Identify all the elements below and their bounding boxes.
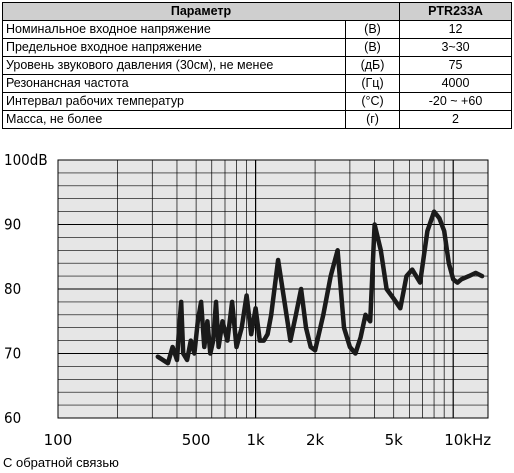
table-row: Номинальное входное напряжение (В) 12 [2,20,513,39]
y-tick-label: 70 [4,345,21,363]
value-cell: 3~30 [399,38,513,57]
table-row: Уровень звукового давления (30см), не ме… [2,56,513,75]
value-cell: 2 [399,110,513,129]
value-cell: 4000 [399,74,513,93]
spec-table: Параметр PTR233A Номинальное входное нап… [1,2,513,129]
y-tick-label: 100dB [4,151,48,169]
table-row: Масса, не более (г) 2 [2,110,513,129]
param-cell: Предельное входное напряжение [2,38,346,57]
y-axis: 100dB 90 80 70 60 [4,151,48,427]
response-curve [155,209,485,366]
x-axis: 100 500 1k 2k 5k 10kHz [44,431,492,449]
x-tick-label: 100 [44,431,73,449]
x-tick-label: 500 [182,431,211,449]
unit-cell: (В) [344,20,401,39]
unit-cell: (°С) [344,92,401,111]
unit-cell: (дБ) [344,56,401,75]
header-param: Параметр [1,2,401,21]
param-cell: Резонансная частота [2,74,346,93]
value-cell: -20 ~ +60 [399,92,513,111]
unit-cell: (Гц) [344,74,401,93]
frequency-response-chart: 100dB 90 80 70 60 100 500 1k 2k 5k 10kHz [4,151,492,449]
unit-cell: (г) [344,110,401,129]
x-tick-label: 1k [246,431,265,449]
y-tick-label: 80 [4,280,21,298]
param-cell: Уровень звукового давления (30см), не ме… [2,56,346,75]
x-tick-label: 2k [306,431,325,449]
chart-caption: С обратной связью [3,455,119,470]
table-row: Интервал рабочих температур (°С) -20 ~ +… [2,92,513,111]
unit-cell: (В) [344,38,401,57]
param-cell: Номинальное входное напряжение [2,20,346,39]
table-row: Предельное входное напряжение (В) 3~30 [2,38,513,57]
x-tick-label: 5k [385,431,404,449]
y-tick-label: 60 [4,409,21,427]
param-cell: Масса, не более [2,110,346,129]
value-cell: 12 [399,20,513,39]
table-row: Резонансная частота (Гц) 4000 [2,74,513,93]
header-model: PTR233A [399,2,513,21]
table-header-row: Параметр PTR233A [1,2,513,21]
x-tick-label: 10kHz [444,431,491,449]
y-tick-label: 90 [4,216,21,234]
value-cell: 75 [399,56,513,75]
param-cell: Интервал рабочих температур [2,92,346,111]
